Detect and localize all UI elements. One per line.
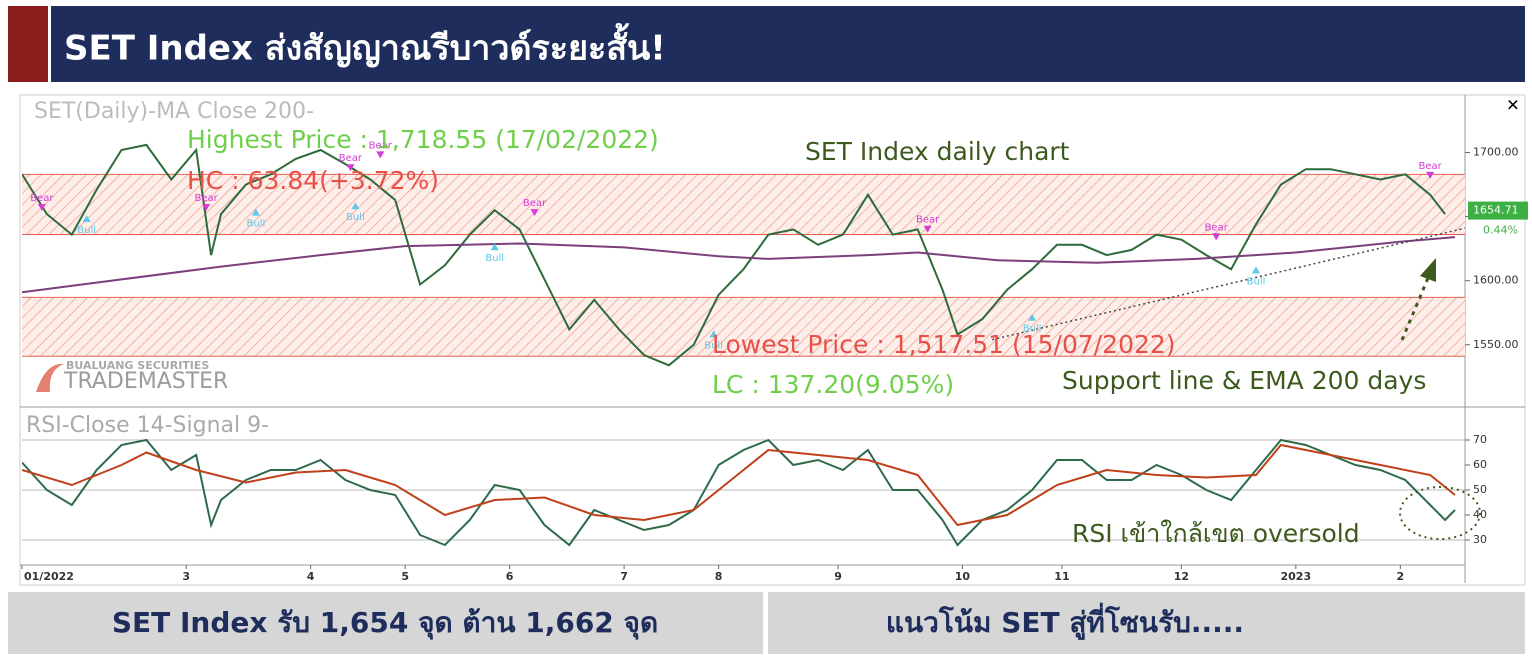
- signal-arrow: [251, 208, 260, 216]
- signal-label: Bull: [704, 340, 723, 351]
- signal-arrow: [82, 215, 91, 223]
- signal-label: Bear: [1419, 161, 1443, 172]
- signal-label: Bull: [1247, 276, 1266, 287]
- series-line: [22, 443, 1456, 527]
- x-tick-label: 4: [307, 570, 315, 583]
- y-tick-label: 1700.00: [1473, 146, 1519, 159]
- x-tick-label: 01/2022: [24, 570, 74, 583]
- y-tick-label: 1550.00: [1473, 338, 1519, 351]
- signal-label: Bear: [194, 193, 218, 204]
- annotation: Lowest Price : 1,517.51 (15/07/2022): [712, 330, 1176, 359]
- signal-arrow: [37, 203, 46, 211]
- x-tick-label: 9: [834, 570, 842, 583]
- signal-label: Bull: [246, 219, 265, 230]
- annotation: SET Index daily chart: [805, 137, 1070, 166]
- signal-label: Bull: [485, 253, 504, 264]
- signal-label: Bear: [339, 153, 363, 164]
- footer-right: แนวโน้ม SET สู่ที่โซนรับ.....: [886, 602, 1244, 640]
- plot-area: [22, 438, 1465, 547]
- signal-label: Bull: [1023, 324, 1042, 335]
- signal-arrow: [1426, 171, 1435, 179]
- signal-arrow: [1212, 233, 1221, 241]
- zone: [22, 297, 1465, 357]
- signal-arrow: [376, 151, 385, 159]
- signal-arrow: [490, 243, 499, 251]
- signal-label: Bear: [1205, 222, 1229, 233]
- x-tick-label: 7: [620, 570, 628, 583]
- signal-label: Bull: [77, 225, 96, 236]
- panel-label: RSI-Close 14-Signal 9-: [26, 413, 269, 438]
- series-line: [22, 438, 1456, 547]
- footer-box: [768, 592, 1525, 654]
- y-tick-label: 70: [1473, 433, 1487, 446]
- x-tick-label: 2: [1396, 570, 1404, 583]
- panel-label: SET(Daily)-MA Close 200-: [34, 99, 314, 124]
- x-tick-label: 3: [182, 570, 190, 583]
- signal-arrow: [202, 203, 211, 211]
- header-bar: [8, 6, 1525, 82]
- annotation: HC : 63.84(+3.72%): [187, 166, 439, 195]
- x-tick-label: 10: [955, 570, 971, 583]
- close-button[interactable]: [1504, 97, 1522, 113]
- close-icon[interactable]: ✕: [1506, 96, 1519, 115]
- signal-label: Bull: [346, 212, 365, 223]
- oversold-circle: [1399, 486, 1481, 540]
- x-tick-label: 2023: [1281, 570, 1312, 583]
- signal-arrow: [346, 164, 355, 172]
- x-tick-label: 8: [715, 570, 723, 583]
- signal-arrow: [1252, 266, 1261, 274]
- annotation: Support line & EMA 200 days: [1062, 366, 1426, 395]
- series-line: [992, 227, 1465, 341]
- series-line: [22, 236, 1456, 294]
- footer-left: SET Index รับ 1,654 จุด ต้าน 1,662 จุด: [112, 606, 658, 640]
- x-tick-label: 11: [1054, 570, 1069, 583]
- signal-arrow: [1028, 313, 1037, 321]
- watermark-brand: TRADEMASTER: [63, 369, 228, 394]
- trend-arrow: [1400, 277, 1430, 341]
- watermark-company: BUALUANG SECURITIES: [66, 359, 209, 372]
- change-label: 0.44%: [1483, 224, 1518, 237]
- signal-label: Bear: [30, 193, 54, 204]
- header-accent: [8, 6, 48, 82]
- header-accent-line: [48, 6, 51, 82]
- signal-arrow: [923, 225, 932, 233]
- footer-box: [8, 592, 763, 654]
- signal-label: Bear: [916, 215, 940, 226]
- last-price-label: 1654.71: [1473, 204, 1519, 217]
- watermark-logo: [36, 363, 64, 392]
- header-title: SET Index ส่งสัญญาณรีบาวด์ระยะสั้น!: [64, 23, 666, 69]
- signal-label: Bear: [369, 140, 393, 151]
- x-tick-label: 12: [1174, 570, 1189, 583]
- last-price-box: [1468, 201, 1528, 220]
- signal-arrow: [530, 209, 539, 217]
- watermark: BUALUANG SECURITIES TRADEMASTER: [36, 359, 228, 394]
- zone: [22, 174, 1465, 235]
- annotation: Highest Price : 1,718.55 (17/02/2022): [187, 125, 659, 154]
- annotation: LC : 137.20(9.05%): [712, 370, 954, 399]
- trend-arrow-head: [1420, 258, 1436, 282]
- y-tick-label: 30: [1473, 533, 1487, 546]
- x-tick-label: 6: [506, 570, 514, 583]
- y-tick-label: 1600.00: [1473, 274, 1519, 287]
- signal-arrow: [351, 202, 360, 210]
- annotation: RSI เข้าใกล้เขต oversold: [1072, 519, 1360, 548]
- y-tick-label: 50: [1473, 483, 1487, 496]
- signal-arrow: [709, 330, 718, 338]
- x-tick-label: 5: [401, 570, 409, 583]
- plot-area: Bear Bull Bear Bull Bear Bull Bear Bull Bear Bull…: [22, 140, 1465, 367]
- signal-label: Bear: [523, 198, 547, 209]
- y-tick-label: 60: [1473, 458, 1487, 471]
